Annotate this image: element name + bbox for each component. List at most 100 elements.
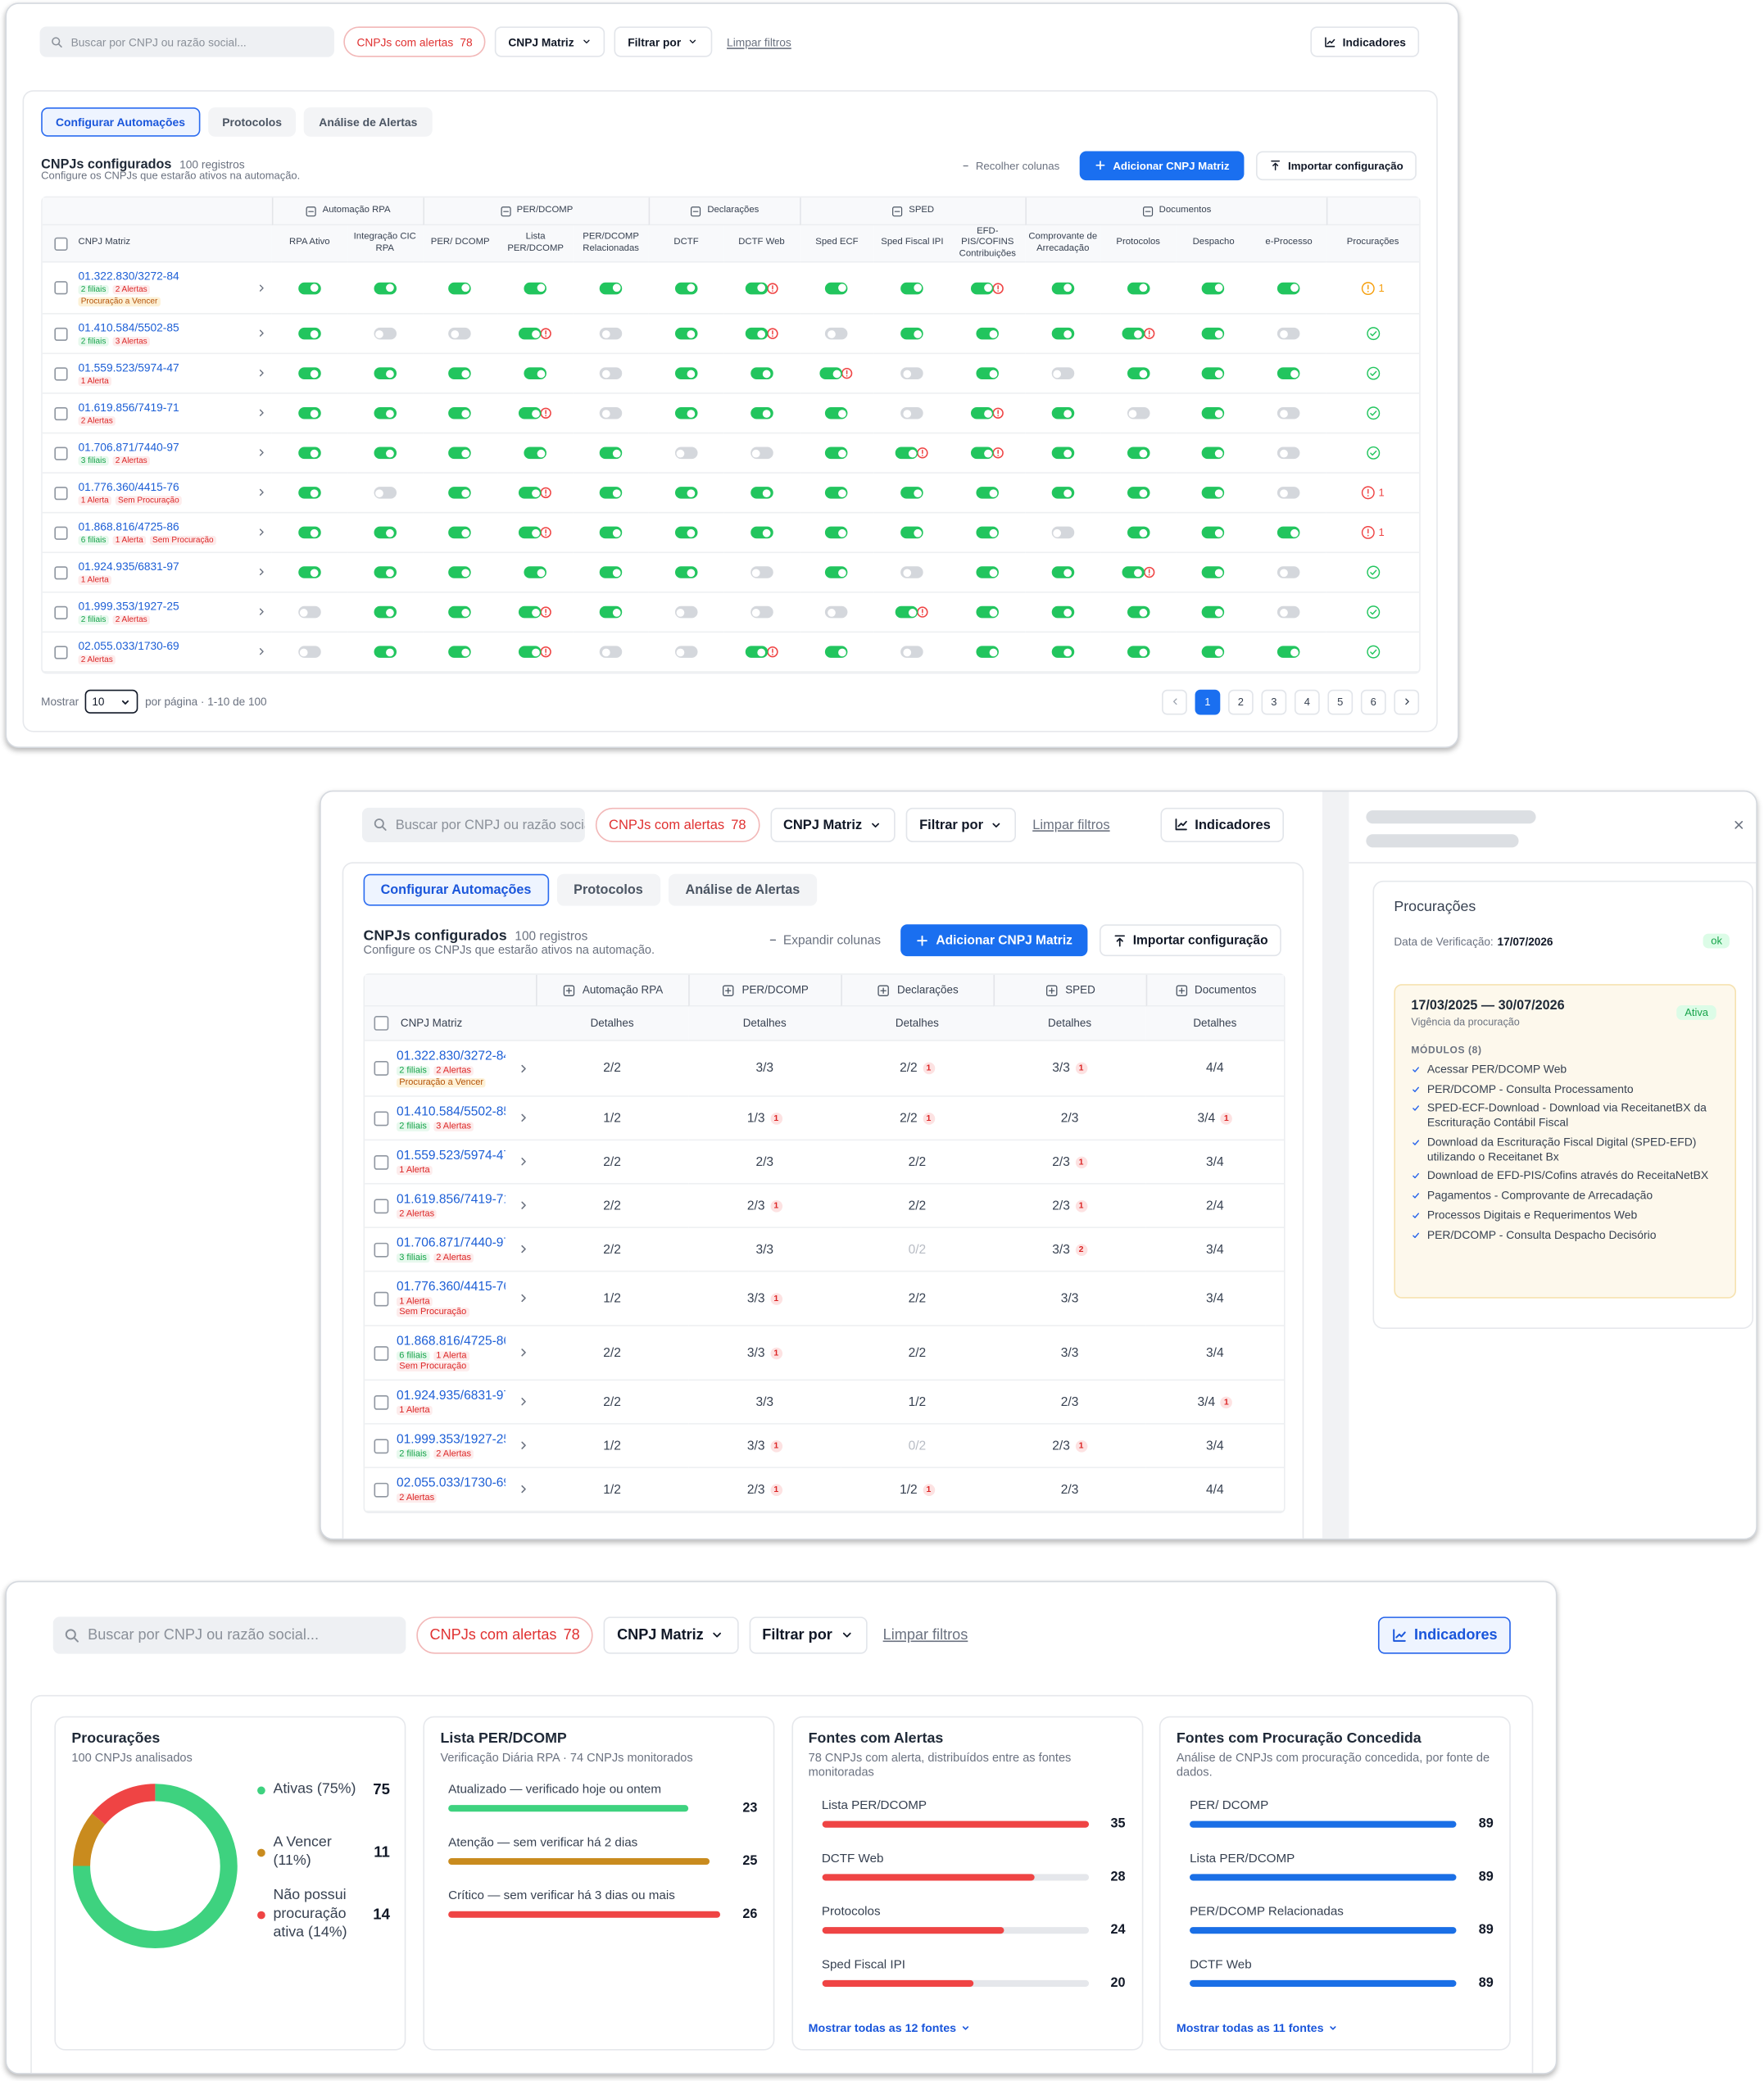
close-button[interactable]	[1732, 814, 1745, 838]
toggle-switch[interactable]	[900, 487, 924, 499]
details-fraction[interactable]: 2/2	[603, 1154, 621, 1169]
add-cnpj-button[interactable]: Adicionar CNPJ Matriz	[1079, 151, 1245, 181]
toggle-switch[interactable]	[599, 566, 623, 578]
checkbox[interactable]	[53, 446, 67, 460]
toggle-switch[interactable]	[976, 327, 1000, 340]
details-fraction[interactable]: 2/2	[908, 1198, 927, 1213]
show-more-link[interactable]: Mostrar todas as 11 fontes	[1177, 2021, 1338, 2034]
toggle-switch[interactable]	[1202, 367, 1225, 379]
clear-filters-link[interactable]: Limpar filtros	[1032, 817, 1110, 832]
toggle-switch[interactable]	[825, 487, 849, 499]
toggle-switch[interactable]	[825, 327, 849, 340]
details-fraction[interactable]: 2/2	[603, 1061, 621, 1076]
toggle-switch[interactable]	[1051, 447, 1075, 460]
toggle-switch[interactable]	[1202, 566, 1225, 578]
alerts-filter-chip[interactable]: CNPJs com alertas 78	[595, 807, 760, 842]
toggle-switch[interactable]	[524, 367, 547, 379]
toggle-switch[interactable]	[448, 327, 472, 340]
details-fraction[interactable]: 2/2	[908, 1290, 927, 1306]
toggle-switch[interactable]	[1202, 281, 1225, 294]
details-fraction[interactable]: 1/2	[603, 1290, 621, 1306]
toggle-switch[interactable]	[599, 281, 623, 294]
toggle-switch[interactable]	[1277, 406, 1300, 419]
details-fraction[interactable]: 3/3	[755, 1394, 774, 1409]
details-fraction[interactable]: 3/3	[746, 1438, 765, 1453]
toggle-switch[interactable]	[1277, 447, 1300, 460]
toggle-switch[interactable]	[448, 447, 472, 460]
page-button[interactable]: 2	[1228, 688, 1254, 714]
cnpj-link[interactable]: 01.559.523/5974-47	[397, 1148, 506, 1163]
toggle-switch[interactable]	[1202, 526, 1225, 539]
toggle-switch[interactable]	[1127, 447, 1150, 460]
column-group-header[interactable]: Declarações	[648, 197, 800, 226]
clear-filters-link[interactable]: Limpar filtros	[882, 1627, 968, 1643]
indicators-button[interactable]: Indicadores	[1159, 807, 1284, 842]
toggle-switch[interactable]	[1121, 566, 1145, 578]
toggle-switch[interactable]	[524, 281, 547, 294]
details-fraction[interactable]: 2/2	[900, 1061, 918, 1076]
alerts-filter-chip[interactable]: CNPJs com alertas 78	[343, 26, 486, 57]
toggle-switch[interactable]	[1121, 327, 1145, 340]
toggle-switch[interactable]	[900, 566, 924, 578]
details-fraction[interactable]: 3/3	[746, 1345, 765, 1361]
toggle-switch[interactable]	[820, 367, 843, 379]
details-fraction[interactable]: 3/3	[1060, 1290, 1079, 1306]
toggle-switch[interactable]	[750, 406, 773, 419]
details-fraction[interactable]: 3/3	[746, 1290, 765, 1306]
toggle-switch[interactable]	[373, 406, 397, 419]
toggle-switch[interactable]	[448, 646, 472, 658]
details-fraction[interactable]: 2/2	[603, 1198, 621, 1213]
checkbox[interactable]	[53, 366, 67, 380]
details-fraction[interactable]: 3/4	[1197, 1394, 1216, 1409]
checkbox[interactable]	[53, 327, 67, 341]
column-group-header[interactable]: Documentos	[1025, 197, 1327, 226]
toggle-switch[interactable]	[524, 566, 547, 578]
toggle-switch[interactable]	[1127, 406, 1150, 419]
toggle-switch[interactable]	[524, 447, 547, 460]
toggle-switch[interactable]	[900, 367, 924, 379]
toggle-switch[interactable]	[298, 605, 321, 619]
toggle-switch[interactable]	[971, 281, 994, 294]
import-button[interactable]: Importar configuração	[1099, 924, 1281, 957]
toggle-switch[interactable]	[674, 367, 698, 379]
toggle-switch[interactable]	[298, 566, 321, 578]
checkbox[interactable]	[53, 281, 67, 295]
toggle-switch[interactable]	[298, 646, 321, 658]
details-fraction[interactable]: 2/2	[908, 1154, 927, 1169]
checkbox[interactable]	[373, 1290, 388, 1306]
checkbox[interactable]	[373, 1061, 388, 1076]
toggle-switch[interactable]	[373, 605, 397, 619]
toggle-switch[interactable]	[1051, 487, 1075, 499]
toggle-switch[interactable]	[825, 566, 849, 578]
details-fraction[interactable]: 2/3	[755, 1154, 774, 1169]
toggle-switch[interactable]	[825, 447, 849, 460]
details-fraction[interactable]: 1/2	[603, 1482, 621, 1497]
toggle-switch[interactable]	[373, 566, 397, 578]
toggle-switch[interactable]	[900, 281, 924, 294]
column-group-header[interactable]: SPED	[993, 974, 1146, 1007]
toggle-switch[interactable]	[1202, 605, 1225, 619]
toggle-switch[interactable]	[448, 281, 472, 294]
toggle-switch[interactable]	[1202, 406, 1225, 419]
cnpj-link[interactable]: 01.322.830/3272-84	[397, 1049, 506, 1064]
toggle-switch[interactable]	[750, 447, 773, 460]
toggle-switch[interactable]	[1127, 367, 1150, 379]
toggle-switch[interactable]	[599, 406, 623, 419]
import-button[interactable]: Importar configuração	[1255, 151, 1417, 181]
checkbox[interactable]	[53, 236, 67, 251]
checkbox[interactable]	[373, 1345, 388, 1361]
toggle-switch[interactable]	[1202, 487, 1225, 499]
toggle-switch[interactable]	[1127, 646, 1150, 658]
details-fraction[interactable]: 3/3	[1060, 1345, 1079, 1361]
toggle-switch[interactable]	[745, 646, 768, 658]
details-fraction[interactable]: 1/3	[746, 1110, 765, 1126]
toggle-switch[interactable]	[599, 526, 623, 539]
details-fraction[interactable]: 2/2	[908, 1345, 927, 1361]
details-fraction[interactable]: 3/3	[1052, 1061, 1070, 1076]
checkbox[interactable]	[53, 486, 67, 500]
cnpj-link[interactable]: 01.410.584/5502-85	[78, 320, 179, 334]
toggle-switch[interactable]	[298, 526, 321, 539]
details-fraction[interactable]: 2/3	[1052, 1438, 1070, 1453]
toggle-switch[interactable]	[599, 367, 623, 379]
toggle-switch[interactable]	[825, 605, 849, 619]
